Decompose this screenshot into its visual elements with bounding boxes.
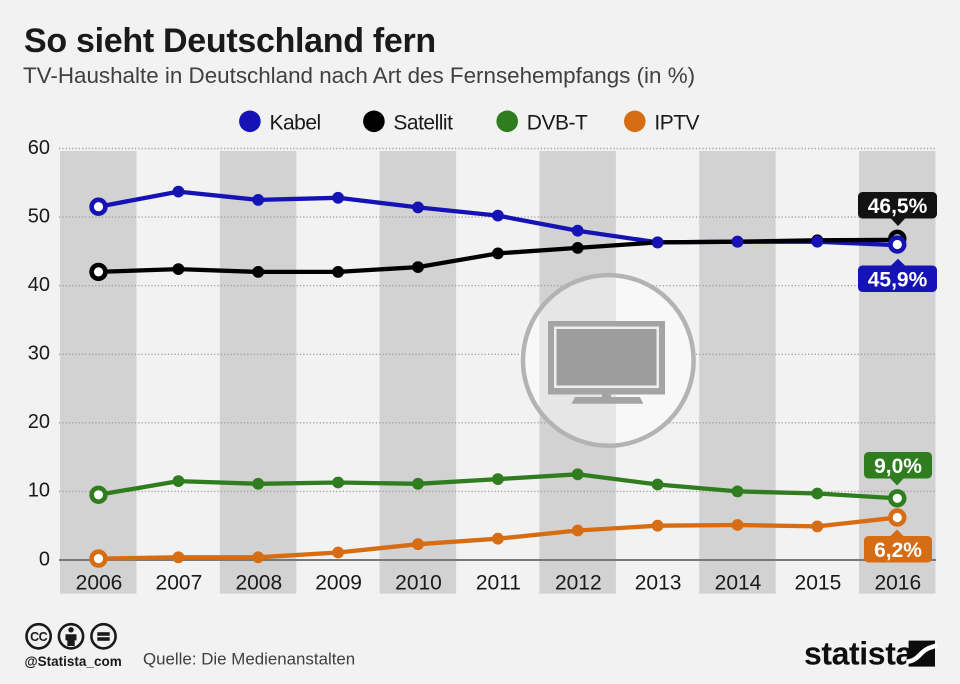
- svg-text:2007: 2007: [156, 572, 203, 595]
- svg-text:So sieht Deutschland fern: So sieht Deutschland fern: [24, 22, 436, 60]
- svg-text:2010: 2010: [395, 572, 442, 595]
- svg-text:@Statista_com: @Statista_com: [25, 654, 122, 669]
- svg-text:2006: 2006: [76, 572, 123, 595]
- svg-text:60: 60: [28, 137, 50, 159]
- svg-text:Quelle: Die Medienanstalten: Quelle: Die Medienanstalten: [143, 650, 355, 669]
- svg-text:statista: statista: [804, 636, 913, 672]
- svg-text:2008: 2008: [235, 572, 282, 595]
- svg-text:Satellit: Satellit: [393, 111, 453, 134]
- svg-text:2013: 2013: [635, 572, 682, 595]
- svg-text:2011: 2011: [476, 572, 521, 595]
- svg-text:0: 0: [39, 548, 50, 570]
- svg-text:6,2%: 6,2%: [874, 539, 922, 562]
- svg-text:50: 50: [28, 205, 50, 227]
- svg-text:2015: 2015: [795, 572, 842, 595]
- svg-text:TV-Haushalte in Deutschland na: TV-Haushalte in Deutschland nach Art des…: [23, 63, 695, 88]
- svg-text:10: 10: [28, 480, 50, 502]
- svg-text:DVB-T: DVB-T: [527, 111, 588, 134]
- svg-text:IPTV: IPTV: [654, 111, 699, 134]
- svg-text:9,0%: 9,0%: [874, 455, 922, 478]
- svg-text:2009: 2009: [315, 572, 362, 595]
- svg-text:40: 40: [28, 274, 50, 296]
- svg-text:Kabel: Kabel: [270, 111, 321, 134]
- svg-text:45,9%: 45,9%: [868, 268, 928, 291]
- svg-text:20: 20: [28, 411, 50, 433]
- svg-text:2012: 2012: [555, 572, 602, 595]
- svg-text:2016: 2016: [874, 572, 921, 595]
- svg-text:30: 30: [28, 343, 50, 365]
- svg-text:CC: CC: [30, 630, 48, 644]
- svg-text:2014: 2014: [715, 572, 762, 595]
- svg-text:46,5%: 46,5%: [868, 195, 928, 218]
